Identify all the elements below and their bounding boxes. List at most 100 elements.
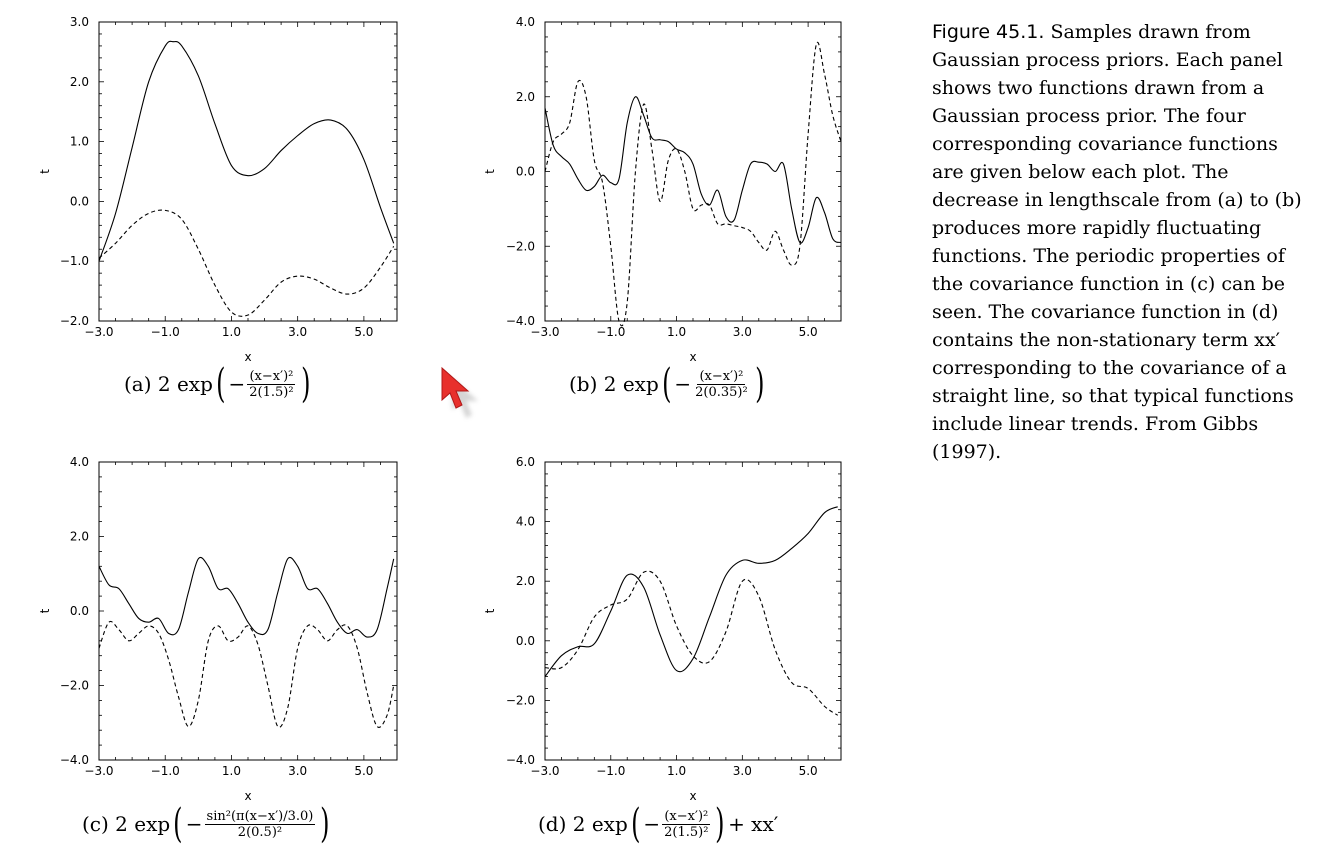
caption-b-fraction: (x−x′)² 2(0.35)²	[693, 369, 750, 400]
y-tick-label: −4.0	[60, 753, 89, 767]
caption-d: (d) 2 exp ( − (x−x′)² 2(1.5)² ) + xx′	[538, 804, 778, 844]
y-tick-label: 0.0	[70, 194, 89, 208]
plot-frame	[98, 461, 398, 761]
minus-sign: −	[643, 812, 661, 836]
y-tick-label: −2.0	[60, 314, 89, 328]
x-tick-label: −1.0	[151, 325, 180, 339]
figure-label: Figure 45.1.	[932, 21, 1045, 43]
open-paren: (	[630, 801, 641, 847]
y-tick-label: 4.0	[516, 515, 535, 529]
x-tick-label: −3.0	[84, 764, 113, 778]
y-axis-label: t	[483, 608, 497, 613]
chart-b: −3.0 −1.0 1.0 3.0 5.0 −4.0 −2.0 0.0 2.0 4.0 x t	[483, 15, 842, 364]
y-tick-label: −2.0	[506, 239, 535, 253]
caption-d-suffix: + xx′	[728, 812, 779, 836]
x-tick-label: 5.0	[354, 764, 373, 778]
y-tick-label: −2.0	[506, 693, 535, 707]
y-tick-label: 3.0	[70, 15, 89, 29]
caption-c-fraction: sin²(π(x−x′)/3.0) 2(0.5)²	[204, 808, 316, 840]
panel-d: −3.0 −1.0 1.0 3.0 5.0 −4.0 −2.0 0.0 2.0 4.0 6.0 x t	[445, 440, 885, 866]
caption-a: (a) 2 exp ( − (x−x′)² 2(1.5)² )	[124, 364, 313, 404]
minus-sign: −	[185, 812, 203, 836]
x-axis-label: x	[244, 350, 251, 364]
caption-a-fraction: (x−x′)² 2(1.5)²	[247, 368, 296, 400]
plot-frame	[544, 461, 842, 761]
plot-frame	[98, 21, 398, 322]
solid-sample-line	[98, 40, 395, 262]
mouse-cursor-icon	[441, 366, 478, 418]
panel-a: −3.0 −1.0 1.0 3.0 5.0 −2.0 −1.0 0.0 1.0 2.0 3.0 x t	[0, 0, 440, 440]
close-paren: )	[320, 801, 330, 847]
panel-b: −3.0 −1.0 1.0 3.0 5.0 −4.0 −2.0 0.0 2.0 4.0 x t	[445, 0, 885, 440]
caption-b-denominator: 2(0.35)²	[695, 384, 748, 400]
chart-a: −3.0 −1.0 1.0 3.0 5.0 −2.0 −1.0 0.0 1.0 2.0 3.0 x t	[38, 15, 398, 364]
y-axis-label: t	[483, 169, 497, 174]
open-paren: (	[173, 801, 183, 847]
y-tick-label: 2.0	[70, 530, 89, 544]
x-tick-label: 3.0	[288, 325, 307, 339]
caption-a-prefix: (a) 2 exp	[124, 372, 213, 396]
x-tick-label: −3.0	[530, 325, 559, 339]
open-paren: (	[216, 361, 226, 407]
y-axis-label: t	[38, 608, 52, 613]
x-tick-label: 1.0	[667, 325, 686, 339]
caption-a-numerator: (x−x′)²	[247, 368, 296, 385]
y-tick-label: 0.0	[516, 165, 535, 179]
solid-sample-line	[544, 96, 842, 244]
x-axis-label: x	[689, 350, 696, 364]
figure-text: Samples drawn from Gaussian process prio…	[932, 21, 1302, 463]
open-paren: (	[661, 361, 672, 407]
chart-c: −3.0 −1.0 1.0 3.0 5.0 −4.0 −2.0 0.0 2.0 4.0 x t	[38, 455, 398, 803]
caption-c-prefix: (c) 2 exp	[82, 812, 171, 836]
y-tick-label: 6.0	[516, 455, 535, 469]
y-tick-label: −2.0	[60, 679, 89, 693]
caption-d-denominator: 2(1.5)²	[664, 824, 709, 840]
y-axis-label: t	[38, 169, 52, 174]
x-tick-label: 1.0	[222, 325, 241, 339]
x-tick-label: −3.0	[530, 764, 559, 778]
y-tick-label: −4.0	[506, 314, 535, 328]
caption-c-denominator: 2(0.5)²	[237, 824, 283, 840]
caption-d-prefix: (d) 2 exp	[538, 812, 628, 836]
plot-frame	[544, 21, 842, 322]
figure-caption: Figure 45.1. Samples drawn from Gaussian…	[932, 18, 1312, 466]
x-axis-label: x	[689, 789, 696, 803]
caption-b-prefix: (b) 2 exp	[569, 372, 659, 396]
x-tick-label: 5.0	[799, 325, 818, 339]
x-tick-label: −3.0	[84, 325, 113, 339]
dashed-sample-line	[98, 620, 395, 728]
y-tick-label: 4.0	[516, 15, 535, 29]
x-tick-label: 3.0	[733, 764, 752, 778]
x-tick-label: −1.0	[151, 764, 180, 778]
x-tick-label: −1.0	[596, 764, 625, 778]
close-paren: )	[300, 361, 311, 407]
chart-d: −3.0 −1.0 1.0 3.0 5.0 −4.0 −2.0 0.0 2.0 4.0 6.0 x t	[483, 455, 842, 803]
x-tick-label: 1.0	[667, 764, 686, 778]
x-axis-label: x	[244, 789, 251, 803]
caption-d-numerator: (x−x′)²	[662, 808, 711, 825]
caption-c: (c) 2 exp ( − sin²(π(x−x′)/3.0) 2(0.5)² …	[82, 804, 333, 844]
solid-sample-line	[98, 556, 395, 638]
caption-d-fraction: (x−x′)² 2(1.5)²	[662, 808, 711, 840]
close-paren: )	[715, 801, 725, 847]
x-tick-label: 5.0	[354, 325, 373, 339]
solid-sample-line	[544, 506, 838, 677]
minus-sign: −	[228, 372, 246, 396]
y-tick-label: 4.0	[70, 455, 89, 469]
x-tick-label: 1.0	[222, 764, 241, 778]
minus-sign: −	[674, 372, 692, 396]
x-tick-label: −1.0	[596, 325, 625, 339]
dashed-sample-line	[544, 570, 839, 716]
y-tick-label: 0.0	[516, 634, 535, 648]
caption-b: (b) 2 exp ( − (x−x′)² 2(0.35)² )	[569, 364, 767, 404]
x-tick-label: 3.0	[733, 325, 752, 339]
y-tick-label: 2.0	[516, 574, 535, 588]
dashed-sample-line	[98, 209, 395, 317]
x-tick-label: 5.0	[799, 764, 818, 778]
caption-b-numerator: (x−x′)²	[697, 368, 746, 385]
caption-a-denominator: 2(1.5)²	[249, 384, 294, 400]
y-tick-label: −1.0	[60, 254, 89, 268]
caption-c-numerator: sin²(π(x−x′)/3.0)	[204, 808, 316, 825]
close-paren: )	[754, 361, 765, 407]
y-tick-label: 2.0	[70, 75, 89, 89]
